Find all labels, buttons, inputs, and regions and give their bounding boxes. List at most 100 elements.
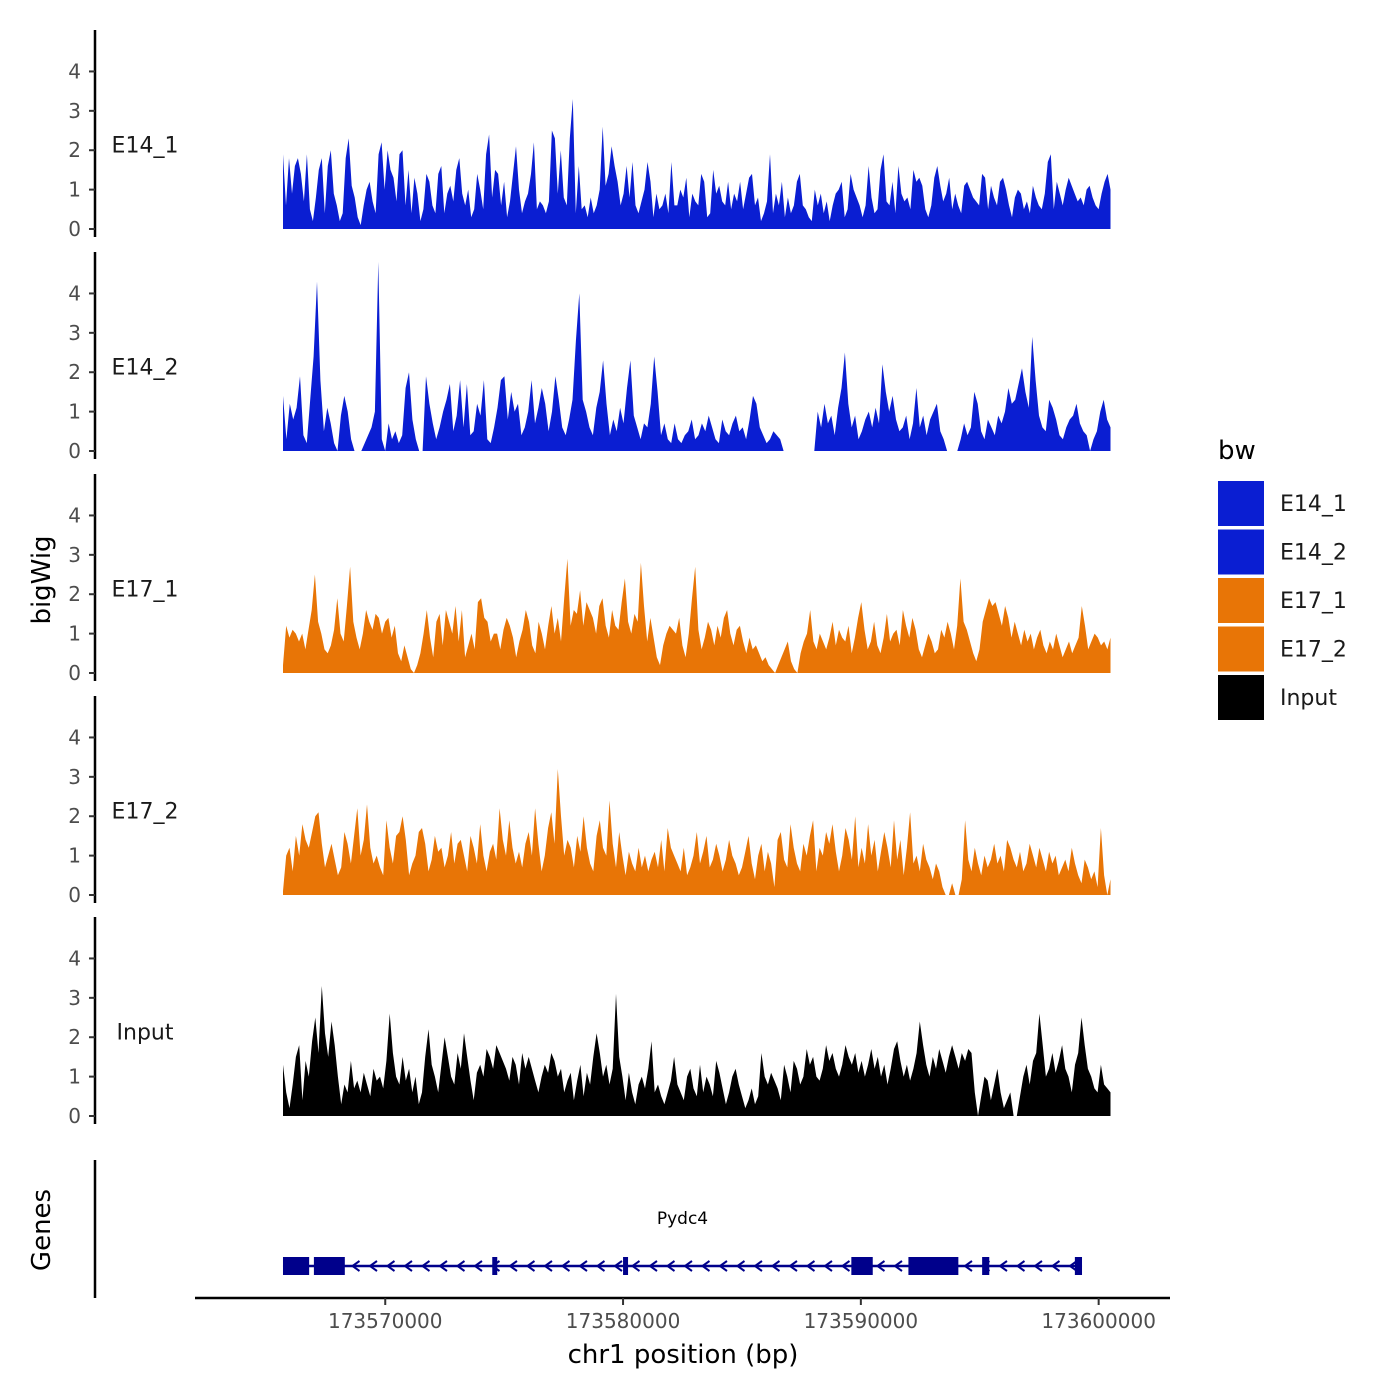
y-tick-label: 3 (68, 543, 81, 567)
legend-item-e14-1: E14_1 (1218, 481, 1347, 526)
strand-arrow (683, 1260, 693, 1272)
strand-arrow (508, 1260, 518, 1272)
strand-arrow (1033, 1260, 1043, 1272)
y-tick-label: 3 (68, 321, 81, 345)
track-label: E14_1 (112, 133, 179, 158)
strand-arrow (665, 1260, 676, 1272)
track-label: E17_2 (112, 799, 179, 824)
x-tick-label: 173580000 (566, 1309, 681, 1333)
gene-exon (982, 1257, 990, 1275)
strand-arrow (368, 1260, 378, 1272)
y-tick-label: 4 (68, 503, 81, 527)
legend-label: E14_1 (1280, 492, 1347, 517)
x-tick-label: 173570000 (328, 1309, 443, 1333)
y-tick-label: 0 (68, 1104, 81, 1128)
track-input: 0 1 2 3 4 Input (68, 917, 1111, 1128)
gene-exon (851, 1257, 873, 1275)
gene-exon (623, 1257, 629, 1275)
x-tick-label: 173590000 (804, 1309, 919, 1333)
strand-arrow (823, 1260, 833, 1272)
coverage-area-e17-1 (283, 558, 1111, 673)
genes-axis-title: Genes (27, 1189, 57, 1271)
strand-arrow (648, 1260, 658, 1272)
y-tick-label: 2 (68, 1025, 81, 1049)
track-e14-2: 0 1 2 3 4 E14_2 (68, 252, 1111, 463)
y-tick-label: 2 (68, 804, 81, 828)
y-tick-label: 3 (68, 765, 81, 789)
x-axis: 173570000 173580000 173590000 173600000 (195, 1296, 1170, 1333)
gene-exon (908, 1257, 959, 1275)
y-tick-label: 1 (68, 622, 81, 646)
y-axis-title: bigWig (27, 535, 57, 624)
coverage-area-e14-1 (283, 99, 1111, 229)
track-label: E17_1 (112, 577, 179, 602)
strand-arrow (770, 1260, 781, 1272)
strand-arrow (753, 1260, 763, 1272)
strand-arrow (840, 1260, 851, 1272)
strand-arrow (1050, 1260, 1061, 1272)
y-tick-label: 1 (68, 400, 81, 424)
strand-arrow (438, 1260, 448, 1272)
coverage-area-e17-2 (283, 769, 1111, 895)
y-tick-label: 3 (68, 99, 81, 123)
gene-exon (313, 1257, 345, 1275)
coverage-area-e14-2 (283, 261, 1111, 451)
y-tick-label: 2 (68, 582, 81, 606)
legend-title: bw (1218, 436, 1256, 466)
track-e17-2: 0 1 2 3 4 E17_2 (68, 696, 1111, 907)
strand-arrow (1015, 1260, 1026, 1272)
gene-exon (282, 1257, 310, 1275)
strand-arrow (543, 1260, 553, 1272)
legend-swatch (1218, 529, 1264, 575)
strand-arrow (385, 1260, 396, 1272)
strand-arrow (403, 1260, 413, 1272)
tracks-layer: 0 1 2 3 4 E14_1 0 1 2 3 4 E14_2 0 1 2 3 4 E17_1 0 1 2 3 4 E17_2… (68, 30, 1111, 1128)
gene-name-label: Pydc4 (657, 1209, 708, 1229)
y-tick-label: 0 (68, 439, 81, 463)
genes-panel: Pydc4 (93, 1160, 1083, 1298)
legend-swatch (1218, 675, 1264, 720)
y-tick-label: 0 (68, 883, 81, 907)
gene-exon (1074, 1257, 1083, 1275)
y-tick-label: 4 (68, 725, 81, 749)
strand-arrow (998, 1260, 1008, 1272)
track-label: E14_2 (112, 355, 179, 380)
strand-arrow (875, 1260, 886, 1272)
legend-item-input: Input (1218, 675, 1337, 720)
strand-arrow (455, 1260, 466, 1272)
track-e17-1: 0 1 2 3 4 E17_1 (68, 474, 1111, 685)
track-e14-1: 0 1 2 3 4 E14_1 (68, 30, 1111, 241)
y-tick-label: 3 (68, 986, 81, 1010)
strand-arrow (718, 1260, 728, 1272)
strand-arrow (595, 1260, 606, 1272)
strand-arrow (700, 1260, 711, 1272)
legend-item-e14-2: E14_2 (1218, 529, 1347, 575)
strand-arrow (613, 1260, 623, 1272)
strand-arrow (788, 1260, 798, 1272)
legend-label: E17_1 (1280, 589, 1347, 614)
gene-pydc4: Pydc4 (282, 1209, 1083, 1275)
strand-arrow (473, 1260, 483, 1272)
y-tick-label: 1 (68, 178, 81, 202)
legend-label: E17_2 (1280, 638, 1347, 663)
y-tick-label: 4 (68, 59, 81, 83)
y-tick-label: 4 (68, 946, 81, 970)
strand-arrow (578, 1260, 588, 1272)
legend: bw E14_1 E14_2 E17_1 E17_2 Input (1218, 436, 1347, 720)
coverage-area-input (283, 986, 1111, 1116)
strand-arrow (735, 1260, 746, 1272)
strand-arrow (630, 1260, 641, 1272)
strand-arrow (350, 1260, 361, 1272)
y-tick-label: 2 (68, 138, 81, 162)
strand-arrow (1068, 1260, 1078, 1272)
legend-label: Input (1280, 686, 1337, 711)
y-tick-label: 0 (68, 217, 81, 241)
strand-arrow (525, 1260, 536, 1272)
x-tick-label: 173600000 (1041, 1309, 1156, 1333)
y-tick-label: 1 (68, 844, 81, 868)
legend-item-e17-2: E17_2 (1218, 626, 1347, 672)
legend-item-e17-1: E17_1 (1218, 578, 1347, 623)
strand-arrow (560, 1260, 571, 1272)
gene-exon (492, 1257, 498, 1275)
